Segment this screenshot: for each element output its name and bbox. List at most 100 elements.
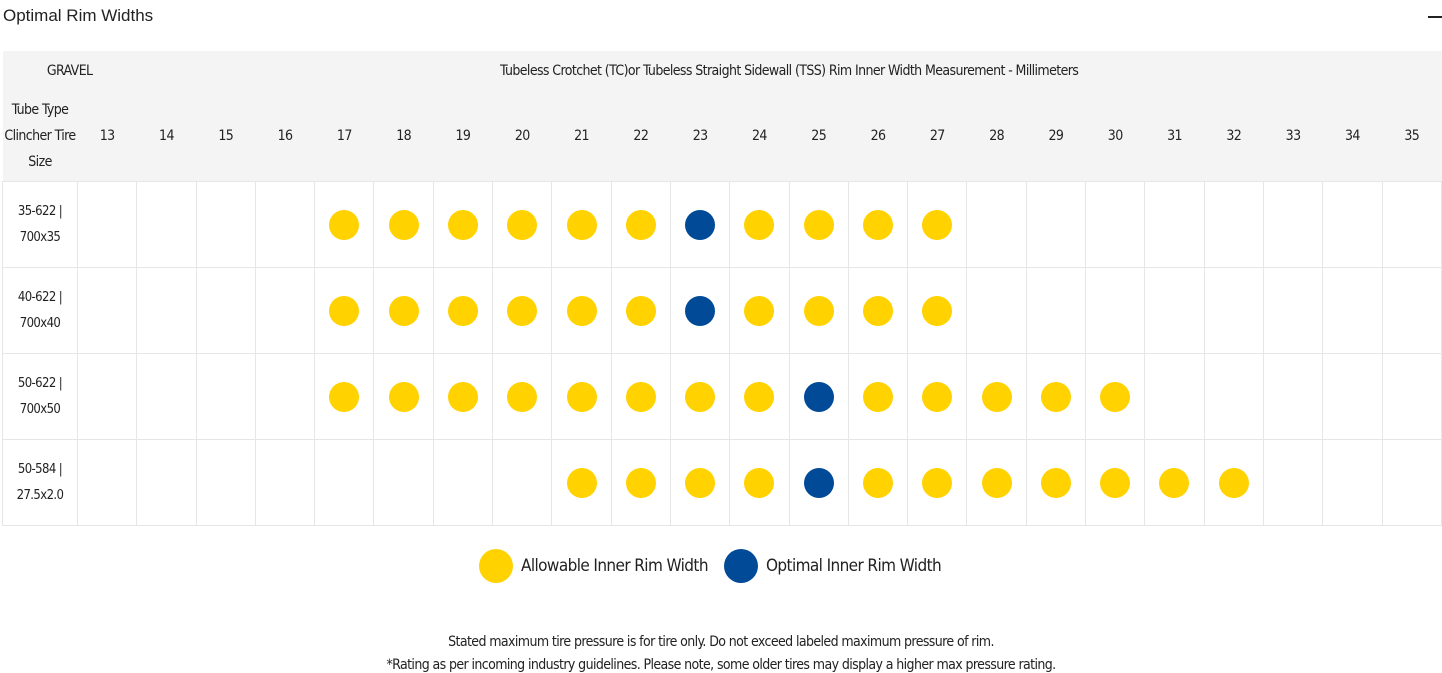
allowable-dot-icon (447, 209, 478, 240)
allowable-dot-icon (1040, 381, 1071, 412)
section-header[interactable]: Optimal Rim Widths (0, 0, 1442, 34)
allowable-dot-icon (744, 295, 775, 326)
size-header-line: Size (28, 154, 52, 170)
size-header-line: Clincher Tire (4, 128, 76, 144)
rim-width-cell (1322, 439, 1383, 526)
rim-width-cell (669, 181, 731, 268)
category-label: GRAVEL (2, 51, 137, 91)
width-header: 19 (433, 91, 493, 182)
rim-width-cell (314, 181, 375, 268)
width-header: 30 (1085, 91, 1145, 182)
optimal-dot-icon (803, 467, 834, 498)
allowable-dot-icon (388, 209, 419, 240)
rim-width-cell (136, 353, 197, 440)
rim-width-cell (76, 353, 138, 440)
rim-width-cell (669, 439, 731, 526)
rim-width-cell (966, 181, 1027, 268)
rim-width-cell (788, 181, 849, 268)
width-header: 32 (1204, 91, 1264, 182)
rim-width-cell (610, 353, 671, 440)
optimal-dot-icon (724, 549, 758, 583)
width-header: 28 (966, 91, 1027, 182)
width-header: 29 (1026, 91, 1086, 182)
width-header: 23 (670, 91, 730, 182)
rim-width-cell (788, 267, 849, 354)
rim-width-cell (551, 353, 612, 440)
tire-size-line: 700x50 (19, 401, 61, 417)
allowable-dot-icon (744, 381, 775, 412)
allowable-dot-icon (863, 209, 893, 240)
allowable-dot-icon (981, 467, 1012, 498)
rim-width-cell (1085, 353, 1146, 440)
rim-width-cell (373, 439, 434, 526)
width-header: 14 (136, 91, 197, 182)
rim-width-cell (729, 181, 790, 268)
tire-size-line: 700x40 (19, 315, 61, 331)
rim-width-cell (847, 439, 909, 526)
allowable-dot-icon (329, 209, 360, 240)
allowable-dot-icon (685, 381, 716, 412)
rim-width-cell (1262, 353, 1324, 440)
rim-width-cell (1203, 353, 1264, 440)
rim-width-cell (1381, 181, 1442, 268)
width-header: 13 (77, 91, 137, 182)
allowable-dot-icon (863, 381, 893, 412)
section-title: Optimal Rim Widths (3, 6, 154, 25)
footnote-rating: *Rating as per incoming industry guideli… (386, 657, 1056, 673)
width-header: 35 (1382, 91, 1442, 182)
allowable-dot-icon (803, 295, 834, 326)
collapse-minus-icon[interactable] (1428, 7, 1442, 27)
allowable-dot-icon (447, 295, 478, 326)
allowable-dot-icon (1100, 467, 1131, 498)
allowable-dot-icon (803, 209, 834, 240)
allowable-dot-icon (507, 295, 538, 326)
rim-width-cell (1025, 439, 1087, 526)
rim-width-cell (1144, 181, 1205, 268)
rim-width-cell (1203, 439, 1264, 526)
rim-width-cell (1085, 267, 1146, 354)
width-header: 20 (492, 91, 552, 182)
allowable-dot-icon (744, 467, 775, 498)
rim-width-cell (432, 439, 494, 526)
allowable-dot-icon (685, 467, 716, 498)
rim-width-cell (729, 267, 790, 354)
rim-width-cell (136, 181, 197, 268)
rim-width-cell (1203, 267, 1264, 354)
width-header: 25 (789, 91, 849, 182)
optimal-dot-icon (803, 381, 834, 412)
rim-width-cell (966, 439, 1027, 526)
allowable-dot-icon (863, 295, 893, 326)
rim-width-cell (907, 181, 968, 268)
allowable-dot-icon (625, 209, 656, 240)
tire-size-line: 50-584 | (17, 461, 63, 477)
width-header: 33 (1263, 91, 1323, 182)
rim-width-cell (788, 439, 849, 526)
rim-width-cell (1025, 267, 1087, 354)
rim-width-cell (610, 439, 671, 526)
rim-width-cell (1262, 181, 1324, 268)
optimal-dot-icon (685, 209, 716, 240)
rim-width-cell (195, 181, 256, 268)
allowable-dot-icon (922, 381, 953, 412)
rim-width-cell (76, 439, 138, 526)
rim-width-cell (195, 439, 256, 526)
rim-width-cell (729, 353, 790, 440)
rim-width-cell (76, 267, 138, 354)
rim-width-cell (373, 181, 434, 268)
rim-width-cell (373, 267, 434, 354)
rim-width-cell (551, 267, 612, 354)
rim-width-cell (1262, 267, 1324, 354)
rim-width-cell (492, 353, 553, 440)
rim-width-cell (847, 353, 909, 440)
width-header: 16 (255, 91, 315, 182)
rim-width-cell (610, 267, 671, 354)
table-row: 40-622 | 700x40 (2, 267, 1442, 354)
tire-size-line: 50-622 | (17, 375, 63, 391)
rim-width-cell (1322, 353, 1383, 440)
rim-width-cell (907, 267, 968, 354)
rim-width-cell (195, 267, 256, 354)
rim-width-cell (610, 181, 671, 268)
rim-width-cell (1381, 353, 1442, 440)
allowable-dot-icon (922, 295, 953, 326)
table-row: 50-584 | 27.5x2.0 (2, 439, 1442, 526)
